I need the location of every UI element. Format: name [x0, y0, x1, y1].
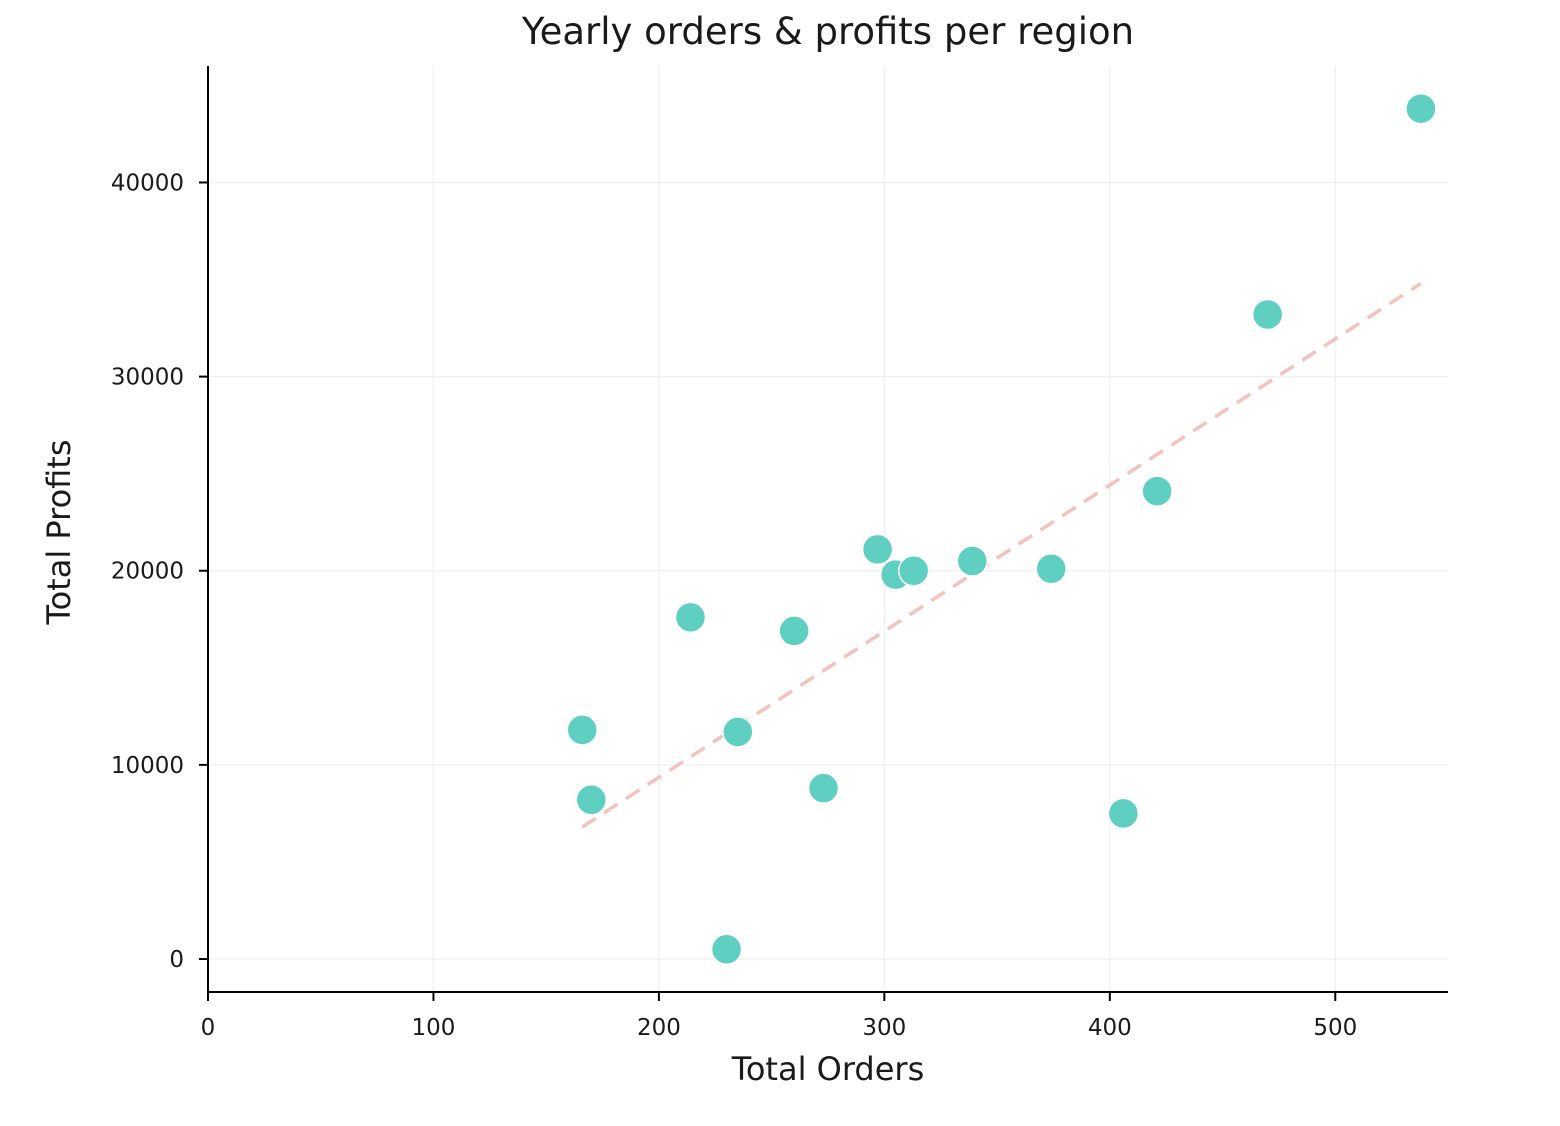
trendline — [581, 281, 1422, 829]
x-tick-label: 0 — [201, 1015, 216, 1041]
y-tick-label: 40000 — [111, 170, 184, 196]
y-tick-label: 20000 — [111, 559, 184, 585]
tick-labels: 0 100 200 300 400 500 0 10000 20000 30000 40000 — [111, 170, 1357, 1041]
y-tick-label: 0 — [169, 947, 184, 973]
data-point — [956, 545, 989, 577]
trendline-group — [581, 281, 1422, 829]
data-point — [807, 772, 840, 804]
data-point — [1107, 797, 1140, 830]
data-point — [710, 933, 743, 966]
data-point — [778, 615, 810, 647]
x-tick-label: 300 — [862, 1015, 906, 1041]
x-tick-label: 100 — [412, 1015, 456, 1041]
y-axis-title: Total Profits — [40, 439, 78, 625]
axes — [199, 66, 1448, 1001]
y-tick-label: 10000 — [111, 753, 184, 779]
data-point — [674, 601, 707, 634]
data-point — [575, 784, 608, 816]
data-points — [566, 92, 1437, 966]
chart-title: Yearly orders & profits per region — [521, 10, 1134, 53]
x-axis-title: Total Orders — [731, 1050, 925, 1088]
data-point — [1141, 475, 1173, 507]
data-point — [1251, 298, 1284, 331]
data-point — [566, 714, 599, 746]
x-tick-label: 200 — [637, 1015, 681, 1041]
y-tick-label: 30000 — [111, 365, 184, 391]
data-point — [861, 533, 894, 566]
x-tick-label: 500 — [1313, 1015, 1357, 1041]
data-point — [1035, 553, 1067, 585]
x-tick-label: 400 — [1088, 1015, 1132, 1041]
data-point — [897, 554, 930, 587]
data-point — [722, 716, 754, 748]
data-point — [1405, 92, 1437, 125]
grid — [207, 66, 1448, 992]
